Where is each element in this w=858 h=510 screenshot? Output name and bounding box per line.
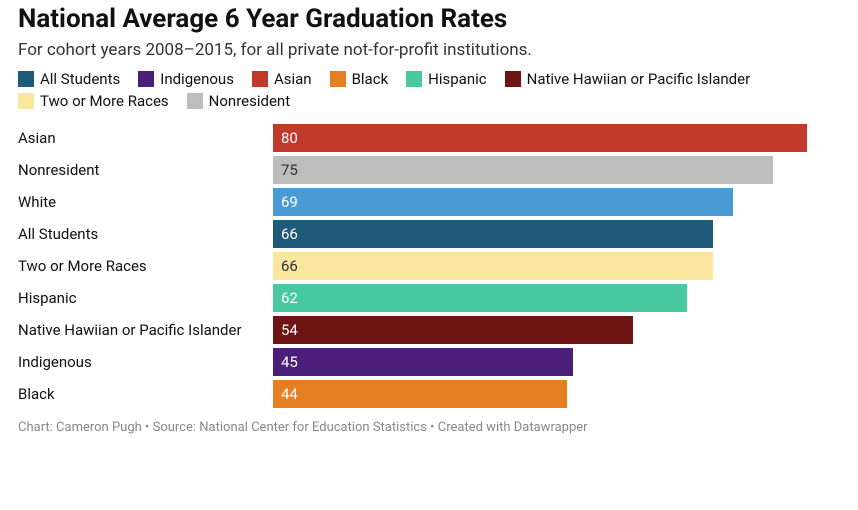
legend-item: Hispanic xyxy=(406,70,486,88)
legend-item: Two or More Races xyxy=(18,92,169,110)
bar-label: Hispanic xyxy=(18,289,273,307)
bar-row: Asian80 xyxy=(18,124,840,152)
legend-label: Nonresident xyxy=(209,92,290,110)
bar: 66 xyxy=(273,220,713,248)
bar-value: 75 xyxy=(273,161,298,179)
bar-area: 62 xyxy=(273,284,840,312)
bar-row: All Students66 xyxy=(18,220,840,248)
bar-value: 45 xyxy=(273,353,298,371)
legend-item: Indigenous xyxy=(138,70,234,88)
legend-label: Asian xyxy=(274,70,312,88)
legend-swatch xyxy=(252,71,268,87)
bar: 62 xyxy=(273,284,687,312)
bar-row: Indigenous45 xyxy=(18,348,840,376)
chart-title: National Average 6 Year Graduation Rates xyxy=(18,4,840,34)
bar-value: 54 xyxy=(273,321,298,339)
legend-swatch xyxy=(138,71,154,87)
bar-row: Nonresident75 xyxy=(18,156,840,184)
legend-label: Indigenous xyxy=(160,70,234,88)
bar: 80 xyxy=(273,124,807,152)
legend: All Students Indigenous Asian Black Hispanic… xyxy=(18,70,840,110)
bar-area: 44 xyxy=(273,380,840,408)
bar-value: 66 xyxy=(273,257,298,275)
bar-label: All Students xyxy=(18,225,273,243)
bar-area: 80 xyxy=(273,124,840,152)
legend-swatch xyxy=(505,71,521,87)
chart-container: National Average 6 Year Graduation Rates… xyxy=(0,0,858,443)
legend-item: Black xyxy=(330,70,389,88)
bar-area: 75 xyxy=(273,156,840,184)
bar-value: 44 xyxy=(273,385,298,403)
bar-label: Black xyxy=(18,385,273,403)
chart-subtitle: For cohort years 2008–2015, for all priv… xyxy=(18,40,840,60)
bar-row: Black44 xyxy=(18,380,840,408)
legend-label: Black xyxy=(352,70,389,88)
bar-label: Asian xyxy=(18,129,273,147)
legend-label: Hispanic xyxy=(428,70,486,88)
bar-row: Hispanic62 xyxy=(18,284,840,312)
bar-row: White69 xyxy=(18,188,840,216)
legend-swatch xyxy=(18,93,34,109)
legend-label: Two or More Races xyxy=(40,92,169,110)
legend-label: Native Hawiian or Pacific Islander xyxy=(527,70,751,88)
bar-row: Native Hawiian or Pacific Islander54 xyxy=(18,316,840,344)
chart-footer: Chart: Cameron Pugh • Source: National C… xyxy=(18,420,840,435)
legend-item: Native Hawiian or Pacific Islander xyxy=(505,70,751,88)
bar: 69 xyxy=(273,188,733,216)
bar-value: 62 xyxy=(273,289,298,307)
bar-area: 45 xyxy=(273,348,840,376)
bar-row: Two or More Races66 xyxy=(18,252,840,280)
legend-swatch xyxy=(187,93,203,109)
bar: 44 xyxy=(273,380,567,408)
bar: 54 xyxy=(273,316,633,344)
bar: 75 xyxy=(273,156,773,184)
legend-label: All Students xyxy=(40,70,120,88)
bar-value: 66 xyxy=(273,225,298,243)
bar-label: Indigenous xyxy=(18,353,273,371)
bar-area: 69 xyxy=(273,188,840,216)
bar-area: 66 xyxy=(273,252,840,280)
bar: 45 xyxy=(273,348,573,376)
bar-label: Two or More Races xyxy=(18,257,273,275)
bar-value: 69 xyxy=(273,193,298,211)
bar-chart: Asian80Nonresident75White69All Students6… xyxy=(18,124,840,408)
bar-label: Nonresident xyxy=(18,161,273,179)
legend-item: All Students xyxy=(18,70,120,88)
legend-swatch xyxy=(330,71,346,87)
legend-swatch xyxy=(406,71,422,87)
legend-swatch xyxy=(18,71,34,87)
bar-label: Native Hawiian or Pacific Islander xyxy=(18,321,273,339)
bar-area: 54 xyxy=(273,316,840,344)
legend-item: Asian xyxy=(252,70,312,88)
bar: 66 xyxy=(273,252,713,280)
legend-item: Nonresident xyxy=(187,92,290,110)
bar-area: 66 xyxy=(273,220,840,248)
bar-value: 80 xyxy=(273,129,298,147)
bar-label: White xyxy=(18,193,273,211)
